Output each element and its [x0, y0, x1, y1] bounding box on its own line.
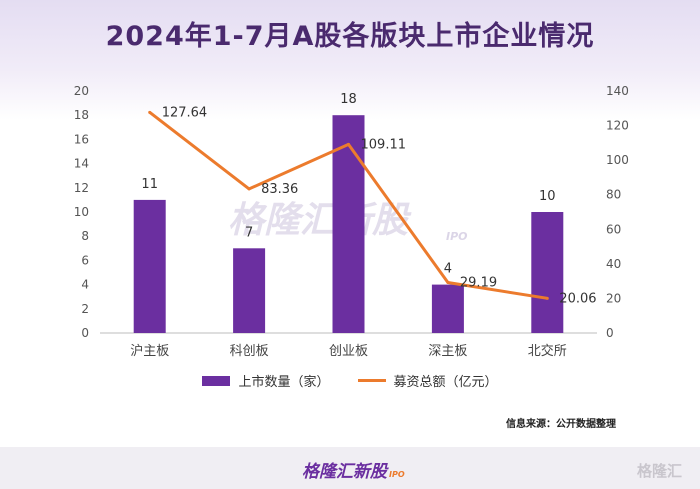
footer-logo: 格隆汇新股 IPO	[302, 457, 405, 482]
legend-line-label: 募资总额（亿元）	[393, 375, 498, 390]
line-point	[347, 142, 350, 146]
left-axis-tick-label: 12	[74, 181, 89, 195]
line-value-label: 127.64	[162, 105, 208, 120]
left-axis-tick-label: 16	[74, 132, 89, 146]
bar-value-label: 7	[245, 225, 253, 240]
source-note: 信息来源：公开数据整理	[506, 419, 616, 430]
left-axis-tick-label: 8	[81, 229, 89, 243]
left-axis-tick-label: 4	[81, 278, 89, 292]
bar	[332, 115, 365, 333]
bar	[233, 248, 266, 333]
line-point	[545, 296, 549, 300]
bar-value-label: 4	[444, 262, 452, 277]
chart-title: 2024年1-7月A股各版块上市企业情况	[105, 21, 595, 52]
legend-item-bar: 上市数量（家）	[202, 371, 330, 390]
bar	[431, 284, 464, 333]
legend-bar-label: 上市数量（家）	[238, 375, 330, 390]
bar	[133, 199, 166, 333]
left-axis-tick-label: 6	[81, 253, 89, 267]
legend-item-line: 募资总额（亿元）	[357, 371, 498, 390]
left-axis-tick-label: 0	[81, 326, 89, 340]
left-axis-tick-label: 2	[81, 302, 89, 316]
legend: 上市数量（家） 募资总额（亿元）	[0, 371, 700, 390]
line-point	[247, 187, 251, 191]
line-value-label: 83.36	[261, 182, 298, 197]
line-value-label: 29.19	[460, 276, 497, 291]
footer: 格隆汇新股 IPO 格隆汇	[0, 447, 700, 489]
left-axis-tick-label: 10	[74, 205, 89, 219]
right-axis-tick-label: 80	[606, 188, 621, 202]
right-axis-tick-label: 60	[606, 222, 621, 236]
line-point	[148, 110, 152, 114]
left-axis-tick-label: 20	[74, 84, 89, 98]
bar-value-label: 10	[539, 189, 556, 204]
category-label: 科创板	[230, 344, 269, 359]
right-axis-tick-label: 120	[606, 119, 629, 133]
bar-value-label: 11	[141, 177, 158, 192]
line-point	[446, 281, 450, 285]
left-axis-tick-label: 18	[74, 108, 89, 122]
category-label: 北交所	[528, 343, 567, 359]
right-axis-tick-label: 0	[606, 326, 614, 340]
right-axis-tick-label: 40	[606, 257, 621, 271]
left-axis-tick-label: 14	[74, 157, 89, 171]
watermark-ipo-text: IPO	[446, 230, 468, 243]
right-axis-tick-label: 100	[606, 153, 629, 167]
legend-line-swatch	[357, 379, 386, 382]
category-label: 创业板	[329, 344, 368, 359]
right-axis-tick-label: 20	[606, 291, 621, 305]
watermark-logo-text: 格隆汇新股	[228, 200, 412, 241]
category-label: 深主板	[428, 344, 467, 359]
category-label: 沪主板	[130, 343, 169, 359]
line-value-label: 20.06	[559, 291, 596, 306]
right-axis-tick-label: 140	[606, 84, 629, 98]
footer-logo-text: 格隆汇新股	[302, 462, 387, 482]
footer-logo-sub: IPO	[389, 470, 405, 479]
bar	[531, 212, 564, 333]
line-value-label: 109.11	[361, 137, 407, 152]
legend-bar-swatch	[202, 375, 231, 386]
bar-value-label: 18	[340, 92, 357, 107]
corner-watermark: 格隆汇	[636, 462, 682, 480]
